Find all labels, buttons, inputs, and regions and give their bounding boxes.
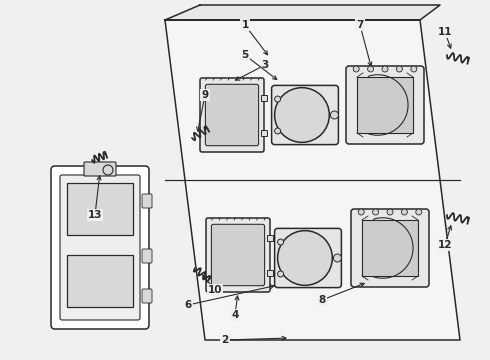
Circle shape	[396, 66, 402, 72]
Circle shape	[274, 96, 281, 102]
Circle shape	[401, 209, 407, 215]
Circle shape	[416, 209, 422, 215]
Circle shape	[330, 111, 339, 119]
Circle shape	[382, 66, 388, 72]
Text: 12: 12	[438, 240, 452, 250]
Bar	[362, 220, 418, 276]
Text: 8: 8	[318, 295, 326, 305]
FancyBboxPatch shape	[211, 224, 265, 286]
Text: 7: 7	[356, 20, 364, 30]
Circle shape	[278, 231, 332, 285]
Bar	[267, 270, 273, 275]
FancyBboxPatch shape	[51, 166, 149, 329]
Bar	[67, 255, 133, 307]
FancyBboxPatch shape	[60, 175, 140, 320]
Text: 5: 5	[242, 50, 248, 60]
FancyBboxPatch shape	[346, 66, 424, 144]
FancyBboxPatch shape	[200, 78, 264, 152]
Polygon shape	[165, 5, 440, 20]
FancyBboxPatch shape	[274, 228, 342, 288]
Text: 1: 1	[242, 20, 248, 30]
Bar	[261, 130, 267, 135]
Circle shape	[372, 209, 379, 215]
FancyBboxPatch shape	[206, 218, 270, 292]
Circle shape	[358, 209, 364, 215]
Circle shape	[333, 254, 342, 262]
FancyBboxPatch shape	[84, 162, 116, 176]
Text: 9: 9	[201, 90, 209, 100]
FancyBboxPatch shape	[351, 209, 429, 287]
Circle shape	[278, 239, 284, 245]
Text: 3: 3	[261, 60, 269, 70]
Circle shape	[278, 271, 284, 277]
FancyBboxPatch shape	[142, 289, 152, 303]
Polygon shape	[165, 20, 460, 340]
Text: 4: 4	[231, 310, 239, 320]
Circle shape	[274, 87, 329, 142]
Circle shape	[353, 66, 359, 72]
Circle shape	[411, 66, 417, 72]
Circle shape	[103, 165, 113, 175]
FancyBboxPatch shape	[142, 249, 152, 263]
FancyBboxPatch shape	[142, 194, 152, 208]
Circle shape	[387, 209, 393, 215]
FancyBboxPatch shape	[271, 85, 339, 145]
Text: 6: 6	[184, 300, 192, 310]
Circle shape	[368, 66, 373, 72]
Text: 2: 2	[221, 335, 229, 345]
Circle shape	[274, 128, 281, 134]
Text: 13: 13	[88, 210, 102, 220]
Bar	[267, 234, 273, 240]
Text: 10: 10	[208, 285, 222, 295]
Bar	[357, 77, 413, 133]
Bar	[261, 95, 267, 100]
FancyBboxPatch shape	[205, 84, 259, 146]
Text: 11: 11	[438, 27, 452, 37]
Bar	[67, 183, 133, 235]
